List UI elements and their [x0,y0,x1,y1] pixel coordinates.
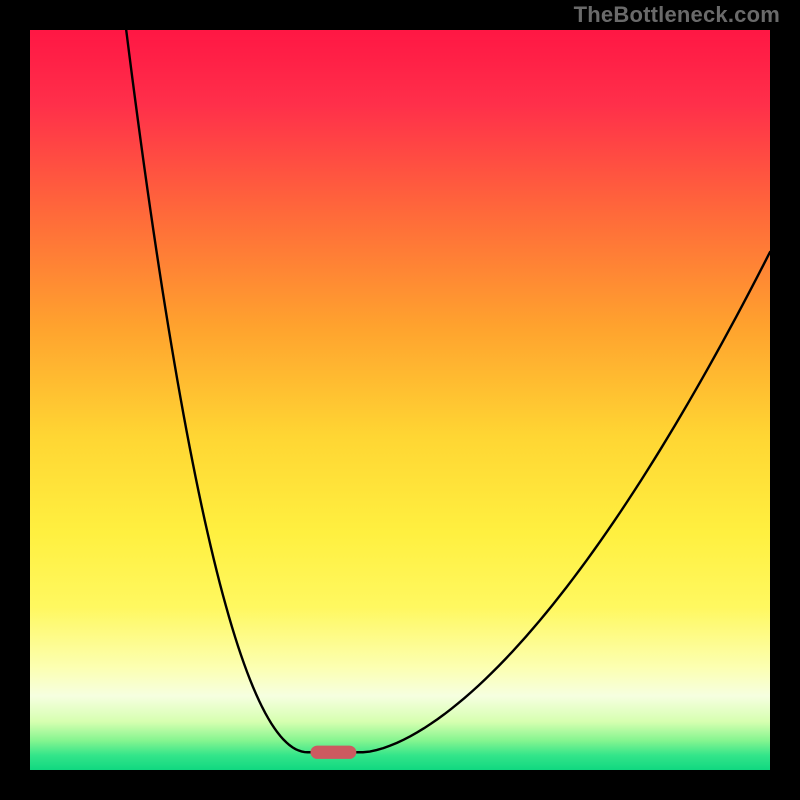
watermark-text: TheBottleneck.com [574,2,780,28]
chart-container: TheBottleneck.com [0,0,800,800]
bottleneck-chart [0,0,800,800]
optimal-marker [310,746,356,759]
